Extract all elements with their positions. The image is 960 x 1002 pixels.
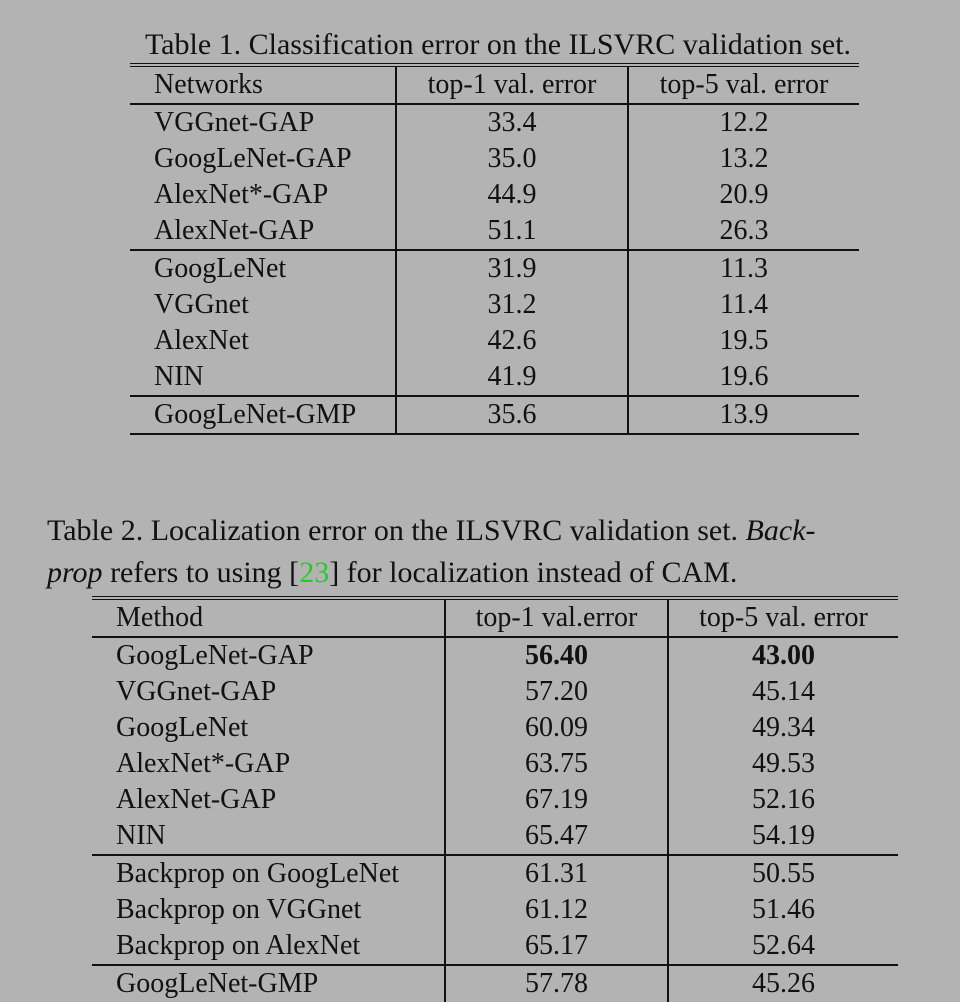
caption-text: ] for localization instead of CAM. bbox=[329, 556, 738, 589]
top1-value: 67.19 bbox=[444, 782, 668, 818]
top5-value: 50.55 bbox=[667, 854, 898, 892]
top1-value: 51.1 bbox=[395, 213, 628, 250]
classification-error-table: Networks top-1 val. error top-5 val. err… bbox=[130, 63, 859, 435]
top5-value: 49.53 bbox=[667, 746, 898, 782]
top1-value: 57.78 bbox=[444, 964, 668, 1002]
column-header-top1: top-1 val. error bbox=[395, 65, 628, 105]
table-row: Backprop on AlexNet 65.17 52.64 bbox=[92, 928, 898, 965]
column-header-method: Method bbox=[92, 598, 445, 638]
top1-value: 42.6 bbox=[395, 323, 628, 359]
table-header-row: Method top-1 val.error top-5 val. error bbox=[92, 598, 898, 638]
caption-italic: prop bbox=[47, 556, 103, 589]
top1-value: 57.20 bbox=[444, 674, 668, 710]
top5-value: 43.00 bbox=[667, 637, 898, 674]
table-row: VGGnet-GAP 33.4 12.2 bbox=[130, 104, 859, 141]
row-label: AlexNet*-GAP bbox=[154, 179, 329, 210]
table-row: Backprop on VGGnet 61.12 51.46 bbox=[92, 892, 898, 928]
table-row: Backprop on GoogLeNet 61.31 50.55 bbox=[92, 854, 898, 892]
top1-value: 35.0 bbox=[395, 141, 628, 177]
top1-value: 60.09 bbox=[444, 710, 668, 746]
top5-value: 49.34 bbox=[667, 710, 898, 746]
row-label: Backprop on VGGnet bbox=[116, 894, 362, 925]
table-header-row: Networks top-1 val. error top-5 val. err… bbox=[130, 65, 859, 105]
top5-value: 45.14 bbox=[667, 674, 898, 710]
top5-value: 19.5 bbox=[627, 323, 859, 359]
table-row: GoogLeNet 60.09 49.34 bbox=[92, 710, 898, 746]
table-row: AlexNet 42.6 19.5 bbox=[130, 323, 859, 359]
table2-caption: Table 2. Localization error on the ILSVR… bbox=[47, 510, 816, 594]
row-label: AlexNet*-GAP bbox=[116, 748, 291, 779]
top5-value: 11.4 bbox=[627, 287, 859, 323]
top1-value: 33.4 bbox=[395, 104, 628, 141]
row-label: GoogLeNet bbox=[130, 249, 396, 287]
table-row: GoogLeNet 31.9 11.3 bbox=[130, 249, 859, 287]
best-top1-value: 56.40 bbox=[525, 640, 588, 671]
row-label: GoogLeNet-GAP bbox=[154, 143, 352, 174]
table-row: VGGnet-GAP 57.20 45.14 bbox=[92, 674, 898, 710]
table-row: AlexNet*-GAP 63.75 49.53 bbox=[92, 746, 898, 782]
caption-text: Table 2. Localization error on the ILSVR… bbox=[47, 514, 746, 547]
top1-value: 31.9 bbox=[395, 249, 628, 287]
row-label: VGGnet-GAP bbox=[116, 676, 277, 707]
column-header-top1: top-1 val.error bbox=[444, 598, 668, 638]
top5-value: 13.2 bbox=[627, 141, 859, 177]
citation-link[interactable]: 23 bbox=[299, 556, 330, 589]
top1-value: 44.9 bbox=[395, 177, 628, 213]
top1-value: 61.12 bbox=[444, 892, 668, 928]
localization-error-table: Method top-1 val.error top-5 val. error … bbox=[92, 596, 898, 1002]
top1-value: 35.6 bbox=[395, 395, 628, 434]
table-row: NIN 41.9 19.6 bbox=[130, 359, 859, 396]
row-label: AlexNet-GAP bbox=[116, 784, 277, 815]
table-row: GoogLeNet-GMP 57.78 45.26 bbox=[92, 964, 898, 1002]
column-header-top5: top-5 val. error bbox=[667, 598, 898, 638]
top5-value: 20.9 bbox=[627, 177, 859, 213]
table-row: AlexNet*-GAP 44.9 20.9 bbox=[130, 177, 859, 213]
table-row: AlexNet-GAP 67.19 52.16 bbox=[92, 782, 898, 818]
row-label: GoogLeNet-GMP bbox=[92, 964, 445, 1002]
table1-caption: Table 1. Classification error on the ILS… bbox=[144, 28, 852, 61]
top1-value: 31.2 bbox=[395, 287, 628, 323]
table-row: GoogLeNet-GAP 56.40 43.00 bbox=[92, 637, 898, 674]
top5-value: 11.3 bbox=[627, 249, 859, 287]
row-label: AlexNet bbox=[154, 325, 249, 356]
top1-value: 41.9 bbox=[395, 359, 628, 396]
caption-text: refers to using [ bbox=[102, 556, 300, 589]
row-label: NIN bbox=[154, 361, 204, 392]
column-header-networks: Networks bbox=[130, 65, 396, 105]
row-label: GoogLeNet-GMP bbox=[130, 395, 396, 434]
top1-value: 56.40 bbox=[444, 637, 668, 674]
row-label: AlexNet-GAP bbox=[154, 215, 315, 246]
row-label: GoogLeNet bbox=[116, 712, 249, 743]
table-row: GoogLeNet-GAP 35.0 13.2 bbox=[130, 141, 859, 177]
top5-value: 19.6 bbox=[627, 359, 859, 396]
top1-value: 63.75 bbox=[444, 746, 668, 782]
caption-italic: Back- bbox=[745, 514, 816, 547]
best-top5-value: 43.00 bbox=[752, 640, 815, 671]
top1-value: 61.31 bbox=[444, 854, 668, 892]
top1-value: 65.47 bbox=[444, 818, 668, 855]
row-label: VGGnet-GAP bbox=[154, 107, 315, 138]
top5-value: 12.2 bbox=[627, 104, 859, 141]
row-label: GoogLeNet-GAP bbox=[116, 640, 314, 671]
table-row: VGGnet 31.2 11.4 bbox=[130, 287, 859, 323]
top5-value: 13.9 bbox=[627, 395, 859, 434]
row-label: Backprop on AlexNet bbox=[116, 930, 361, 961]
row-label: NIN bbox=[116, 820, 166, 851]
top5-value: 52.64 bbox=[667, 928, 898, 965]
column-header-top5: top-5 val. error bbox=[627, 65, 859, 105]
table-row: AlexNet-GAP 51.1 26.3 bbox=[130, 213, 859, 250]
row-label: VGGnet bbox=[154, 289, 249, 320]
table-row: NIN 65.47 54.19 bbox=[92, 818, 898, 855]
top5-value: 52.16 bbox=[667, 782, 898, 818]
top5-value: 45.26 bbox=[667, 964, 898, 1002]
table-row: GoogLeNet-GMP 35.6 13.9 bbox=[130, 395, 859, 434]
top1-value: 65.17 bbox=[444, 928, 668, 965]
top5-value: 51.46 bbox=[667, 892, 898, 928]
top5-value: 54.19 bbox=[667, 818, 898, 855]
row-label: Backprop on GoogLeNet bbox=[92, 854, 445, 892]
top5-value: 26.3 bbox=[627, 213, 859, 250]
